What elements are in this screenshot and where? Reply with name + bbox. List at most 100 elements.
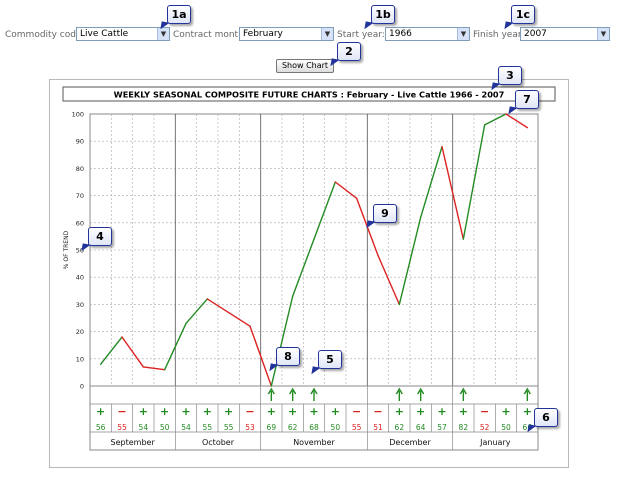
weekly-sign: + [331,405,340,418]
callout-2: 2 [337,42,361,61]
y-tick-label: 20 [76,328,84,336]
series-segment [249,325,273,387]
start-year-select-value: 1966 [389,29,412,39]
month-label: December [389,438,431,447]
series-segment [419,145,443,219]
weekly-sign: − [352,405,361,418]
weekly-percent: 50 [160,423,170,432]
y-tick-label: 40 [76,274,84,282]
chevron-down-icon[interactable]: ▼ [597,28,609,40]
y-tick-label: 60 [76,219,84,227]
show-chart-button[interactable]: Show Chart [276,59,334,73]
month-label: October [202,438,235,447]
weekly-percent: 55 [203,423,213,432]
month-label: November [293,438,335,447]
weekly-percent: 50 [501,423,511,432]
callout-3: 3 [498,66,522,85]
weekly-sign: + [160,405,169,418]
weekly-sign: + [224,405,233,418]
start-year-label: Start year: [337,30,385,40]
callout-9: 9 [373,204,397,223]
y-tick-label: 90 [76,138,84,146]
weekly-percent: 69 [267,423,277,432]
start-year-select[interactable]: 1966 ▼ [385,27,470,41]
weekly-percent: 64 [416,423,426,432]
weekly-percent: 51 [373,423,383,432]
weekly-sign: − [480,405,489,418]
weekly-percent: 57 [437,423,447,432]
series-segment [483,113,507,126]
weekly-percent: 62 [395,423,405,432]
weekly-percent: 55 [352,423,362,432]
weekly-percent: 55 [117,423,127,432]
weekly-percent: 82 [459,423,469,432]
y-tick-label: 0 [80,383,84,391]
y-tick-label: 30 [76,301,84,309]
commodity-select[interactable]: Live Cattle ▼ [76,27,170,41]
weekly-sign: + [309,405,318,418]
callout-6: 6 [534,408,558,427]
finish-year-select[interactable]: 2007 ▼ [520,27,610,41]
series-segment [185,298,209,325]
up-arrow-icon [417,387,425,395]
month-label: September [111,438,156,447]
series-segment [121,336,145,368]
chart-title: WEEKLY SEASONAL COMPOSITE FUTURE CHARTS … [114,90,505,100]
series-segment [441,145,465,240]
series-segment [377,254,401,306]
finish-year-label: Finish year: [473,30,525,40]
chevron-down-icon[interactable]: ▼ [157,28,169,40]
seasonal-chart: WEEKLY SEASONAL COMPOSITE FUTURE CHARTS … [62,86,556,451]
finish-year-select-value: 2007 [524,29,547,39]
series-segment [505,113,529,129]
weekly-percent: 56 [96,423,106,432]
y-axis-label: % OF TREND [63,230,70,269]
weekly-sign: + [203,405,212,418]
callout-8: 8 [276,347,300,366]
chart-title-box [62,86,556,102]
series-segment [227,311,251,327]
weekly-sign: − [117,405,126,418]
y-tick-label: 50 [76,247,84,255]
series-segment [313,181,337,240]
weekly-sign: + [416,405,425,418]
weekly-sign: + [96,405,105,418]
month-label: January [479,438,511,447]
y-tick-label: 70 [76,192,84,200]
up-arrow-icon [267,387,275,395]
series-segment [163,322,187,371]
y-tick-label: 10 [76,355,84,363]
y-tick-label: 100 [72,111,84,119]
weekly-sign: − [245,405,254,418]
series-segment [398,216,422,306]
contract-month-select[interactable]: February ▼ [239,27,334,41]
callout-1a: 1a [167,5,191,24]
up-arrow-icon [289,387,297,395]
series-segment [334,181,358,200]
commodity-code-label: Commodity code: [5,30,85,40]
weekly-percent: 52 [480,423,490,432]
series-segment [142,366,166,371]
chevron-down-icon[interactable]: ▼ [321,28,333,40]
weekly-percent: 54 [181,423,191,432]
callout-4: 4 [88,227,112,246]
weekly-percent: 55 [224,423,234,432]
weekly-sign: + [139,405,148,418]
y-tick-label: 80 [76,165,84,173]
series-segment [291,238,315,297]
contract-month-label: Contract month: [173,30,247,40]
callout-1b: 1b [371,5,395,24]
up-arrow-icon [459,387,467,395]
weekly-sign: + [501,405,510,418]
weekly-percent: 53 [245,423,255,432]
weekly-sign: + [395,405,404,418]
chevron-down-icon[interactable]: ▼ [457,28,469,40]
commodity-select-value: Live Cattle [80,29,129,39]
weekly-sign: + [459,405,468,418]
up-arrow-icon [310,387,318,395]
up-arrow-icon [523,387,531,395]
up-arrow-icon [395,387,403,395]
series-segment [206,298,230,314]
weekly-sign: + [267,405,276,418]
series-segment [99,336,123,365]
